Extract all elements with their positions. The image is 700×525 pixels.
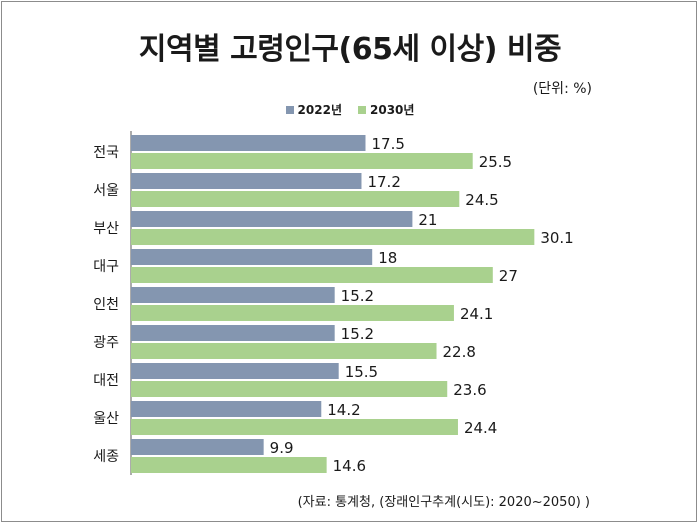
data-label-2022: 9.9 bbox=[270, 439, 294, 457]
data-label-2030: 24.5 bbox=[465, 191, 498, 209]
data-label-2030: 25.5 bbox=[479, 153, 512, 171]
data-label-2022: 14.2 bbox=[327, 401, 360, 419]
data-label-2030: 22.8 bbox=[443, 343, 476, 361]
bar-2030 bbox=[131, 419, 458, 435]
bar-2030 bbox=[131, 267, 493, 283]
data-label-2022: 17.5 bbox=[372, 135, 405, 153]
legend-item-2022: 2022년 bbox=[285, 101, 342, 118]
data-label-2022: 15.2 bbox=[341, 325, 374, 343]
legend-label-2022: 2022년 bbox=[297, 103, 342, 117]
bar-2022 bbox=[131, 325, 335, 341]
bar-2030 bbox=[131, 305, 454, 321]
bar-2030 bbox=[131, 153, 473, 169]
data-label-2030: 23.6 bbox=[453, 381, 486, 399]
bar-2022 bbox=[131, 439, 264, 455]
category-label: 전국 bbox=[93, 145, 119, 161]
data-label-2022: 15.2 bbox=[341, 287, 374, 305]
data-label-2030: 30.1 bbox=[540, 229, 573, 247]
bar-2030 bbox=[131, 229, 535, 245]
bar-2030 bbox=[131, 381, 448, 397]
data-label-2030: 27 bbox=[499, 267, 518, 285]
bar-2022 bbox=[131, 363, 339, 379]
category-label: 광주 bbox=[93, 335, 119, 351]
legend-swatch-2030 bbox=[358, 105, 366, 114]
bar-2030 bbox=[131, 457, 327, 473]
bar-2030 bbox=[131, 191, 460, 207]
chart-title: 지역별 고령인구(65세 이상) 비중 bbox=[138, 32, 562, 67]
bar-2022 bbox=[131, 401, 322, 417]
legend-swatch-2022 bbox=[285, 105, 294, 114]
bar-2022 bbox=[131, 287, 335, 303]
category-label: 울산 bbox=[93, 411, 119, 427]
data-label-2030: 24.1 bbox=[460, 305, 493, 323]
category-label: 부산 bbox=[93, 221, 119, 237]
legend: 2022년 2030년 bbox=[0, 101, 700, 118]
data-label-2030: 14.6 bbox=[333, 457, 366, 475]
category-label: 세종 bbox=[93, 449, 119, 465]
category-label: 인천 bbox=[93, 297, 119, 313]
bar-2022 bbox=[131, 173, 362, 189]
category-label: 대전 bbox=[93, 373, 119, 389]
data-label-2022: 17.2 bbox=[367, 173, 400, 191]
data-label-2030: 24.4 bbox=[464, 419, 497, 437]
unit-label: (단위: %) bbox=[532, 81, 592, 97]
bar-2030 bbox=[131, 343, 437, 359]
category-label: 대구 bbox=[93, 259, 119, 275]
bar-2022 bbox=[131, 135, 366, 151]
legend-item-2030: 2030년 bbox=[358, 101, 414, 118]
data-label-2022: 18 bbox=[378, 249, 397, 267]
source-note: (자료: 통계청, (장래인구추계(시도): 2020~2050) ) bbox=[297, 495, 590, 510]
bar-2022 bbox=[131, 211, 413, 227]
data-label-2022: 21 bbox=[418, 211, 437, 229]
data-label-2022: 15.5 bbox=[345, 363, 378, 381]
category-label: 서울 bbox=[93, 183, 119, 199]
legend-label-2030: 2030년 bbox=[370, 103, 415, 117]
bar-2022 bbox=[131, 249, 373, 265]
